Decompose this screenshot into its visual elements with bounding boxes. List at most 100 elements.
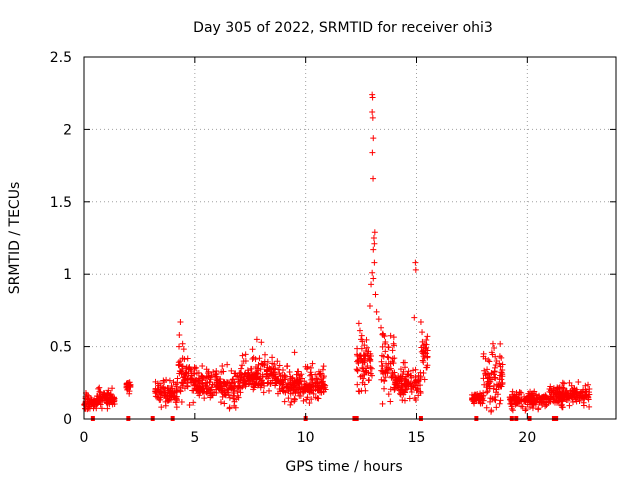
data-point: [163, 376, 170, 383]
data-point: [499, 373, 506, 380]
data-point: [406, 395, 413, 402]
data-point: [158, 390, 165, 397]
data-point: [497, 397, 504, 404]
y-tick-label: 2.5: [50, 50, 72, 66]
data-point: [193, 386, 200, 393]
data-point: [585, 396, 592, 403]
data-point: [379, 363, 386, 370]
data-point: [492, 397, 499, 404]
axis-ticks: 0 5 10 15 20 0 0.5 1 1.5 2 2.5: [50, 50, 616, 446]
data-point: [542, 399, 549, 406]
data-point: [181, 356, 188, 363]
data-point: [387, 386, 394, 393]
data-point: [526, 404, 533, 411]
data-point: [364, 362, 371, 369]
data-point: [407, 372, 414, 379]
data-point: [361, 342, 368, 349]
data-point: [242, 351, 249, 358]
data-point: [483, 404, 490, 411]
grid: [84, 57, 616, 419]
data-point: [211, 381, 218, 388]
data-point: [178, 399, 185, 406]
data-point: [400, 359, 407, 366]
data-point: [477, 390, 484, 397]
data-point: [318, 376, 325, 383]
data-point: [100, 390, 107, 397]
data-point: [560, 392, 567, 399]
data-point: [484, 366, 491, 373]
data-point: [488, 349, 495, 356]
data-point: [195, 378, 202, 385]
data-point: [391, 355, 398, 362]
data-point: [179, 340, 186, 347]
data-point: [555, 397, 562, 404]
data-point: [401, 397, 408, 404]
data-point: [295, 368, 302, 375]
data-point: [420, 359, 427, 366]
data-point: [154, 393, 161, 400]
data-point: [586, 385, 593, 392]
data-point: [104, 390, 111, 397]
data-point: [240, 358, 247, 365]
data-point: [385, 344, 392, 351]
data-point: [176, 332, 183, 339]
data-point: [287, 373, 294, 380]
data-point: [358, 355, 365, 362]
data-point: [486, 383, 493, 390]
data-point: [417, 318, 424, 325]
data-point: [508, 399, 515, 406]
data-point: [424, 364, 431, 371]
data-point: [471, 392, 478, 399]
data-point: [173, 396, 180, 403]
data-point: [185, 366, 192, 373]
data-point: [222, 391, 229, 398]
data-point: [320, 363, 327, 370]
data-point: [508, 405, 515, 412]
data-point: [380, 332, 387, 339]
data-point: [423, 336, 430, 343]
data-point: [375, 316, 382, 323]
data-point: [379, 400, 386, 407]
data-point: [586, 403, 593, 410]
data-point: [358, 336, 365, 343]
data-point: [111, 400, 118, 407]
data-point: [576, 398, 583, 405]
data-point: [373, 308, 380, 315]
data-point: [221, 400, 228, 407]
data-point: [210, 369, 217, 376]
data-point: [316, 379, 323, 386]
data-point: [173, 389, 180, 396]
data-point: [390, 340, 397, 347]
chart-title: Day 305 of 2022, SRMTID for receiver ohi…: [193, 20, 493, 36]
plot-frame: [83, 56, 617, 420]
data-point: [166, 377, 173, 384]
data-point: [177, 387, 184, 394]
data-point: [295, 390, 302, 397]
data-point: [547, 383, 554, 390]
data-point: [358, 332, 365, 339]
data-point: [371, 229, 378, 236]
y-tick-label: 2: [63, 122, 72, 138]
data-point: [547, 398, 554, 405]
data-point: [563, 396, 570, 403]
data-point: [570, 398, 577, 405]
data-point: [253, 336, 260, 343]
data-point: [198, 373, 205, 380]
data-point: [295, 385, 302, 392]
data-point: [179, 363, 186, 370]
data-point: [400, 388, 407, 395]
data-point: [487, 395, 494, 402]
data-point: [249, 346, 256, 353]
data-point: [310, 390, 317, 397]
data-point: [160, 377, 167, 384]
data-point: [180, 346, 187, 353]
data-point: [524, 394, 531, 401]
data-point: [354, 358, 361, 365]
data-point: [370, 246, 377, 253]
data-point: [363, 344, 370, 351]
data-point: [239, 352, 246, 359]
data-point: [482, 355, 489, 362]
data-point: [491, 345, 498, 352]
data-point: [369, 372, 376, 379]
data-point: [382, 369, 389, 376]
